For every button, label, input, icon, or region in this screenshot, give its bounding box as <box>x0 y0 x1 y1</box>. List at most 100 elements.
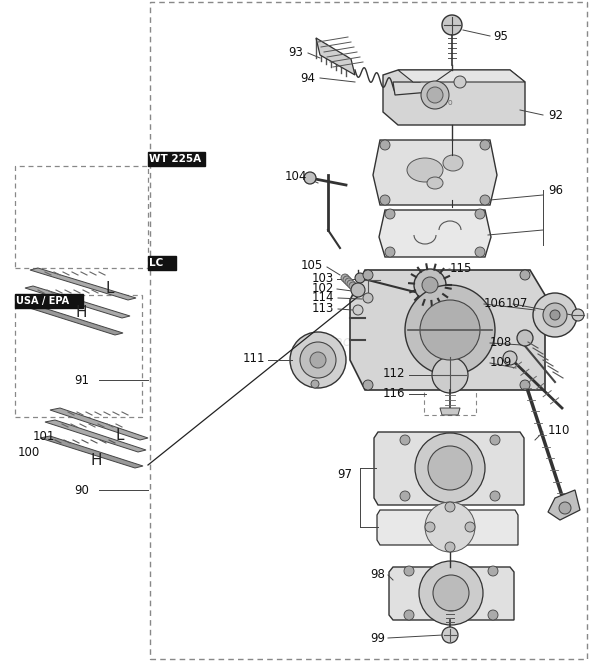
Bar <box>148 152 205 166</box>
Circle shape <box>414 269 446 301</box>
Circle shape <box>385 209 395 219</box>
Bar <box>148 256 176 270</box>
Bar <box>15 166 148 268</box>
Text: 110: 110 <box>548 424 571 436</box>
Text: L: L <box>105 281 113 295</box>
Circle shape <box>488 610 498 620</box>
Circle shape <box>415 433 485 503</box>
Text: 104: 104 <box>285 169 307 183</box>
Circle shape <box>445 542 455 552</box>
Circle shape <box>475 247 485 257</box>
Polygon shape <box>25 286 130 318</box>
Circle shape <box>559 502 571 514</box>
Circle shape <box>400 435 410 445</box>
Circle shape <box>420 300 480 360</box>
Bar <box>424 370 476 415</box>
Text: 101: 101 <box>32 430 55 442</box>
Text: USA / EPA: USA / EPA <box>16 296 69 306</box>
Text: 95: 95 <box>493 30 508 42</box>
Circle shape <box>349 282 357 290</box>
Circle shape <box>363 293 373 303</box>
Circle shape <box>445 502 455 512</box>
Text: 90: 90 <box>74 483 90 496</box>
Text: 106: 106 <box>484 297 506 310</box>
Circle shape <box>421 81 449 109</box>
Circle shape <box>347 280 355 288</box>
Polygon shape <box>350 270 545 390</box>
Circle shape <box>428 446 472 490</box>
Text: 94: 94 <box>300 71 316 85</box>
Circle shape <box>442 627 458 643</box>
Text: WT 225A: WT 225A <box>149 154 201 164</box>
Polygon shape <box>383 70 525 125</box>
Circle shape <box>310 352 326 368</box>
Text: 92: 92 <box>548 109 563 122</box>
Circle shape <box>442 15 462 35</box>
Circle shape <box>380 195 390 205</box>
Circle shape <box>400 491 410 501</box>
Polygon shape <box>393 75 440 95</box>
Polygon shape <box>373 140 497 205</box>
Text: 108: 108 <box>490 336 512 348</box>
Text: 102: 102 <box>312 281 334 295</box>
Polygon shape <box>374 432 524 505</box>
Ellipse shape <box>407 158 443 182</box>
Circle shape <box>300 342 336 378</box>
Circle shape <box>351 283 365 297</box>
Circle shape <box>363 380 373 390</box>
Text: 112: 112 <box>382 367 405 379</box>
Circle shape <box>543 303 567 327</box>
Circle shape <box>343 276 351 284</box>
Circle shape <box>432 357 468 393</box>
Circle shape <box>380 140 390 150</box>
Text: 114: 114 <box>312 291 334 303</box>
Circle shape <box>490 491 500 501</box>
Polygon shape <box>398 70 525 82</box>
Circle shape <box>404 610 414 620</box>
Circle shape <box>475 209 485 219</box>
Circle shape <box>480 140 490 150</box>
Circle shape <box>488 566 498 576</box>
Polygon shape <box>377 510 518 545</box>
Circle shape <box>425 522 435 532</box>
Text: 93: 93 <box>289 46 303 58</box>
Circle shape <box>572 309 584 321</box>
Bar <box>150 2 587 659</box>
Text: 98: 98 <box>370 569 385 581</box>
Circle shape <box>353 305 363 315</box>
Text: 103: 103 <box>312 271 334 285</box>
Polygon shape <box>30 268 136 300</box>
Circle shape <box>465 522 475 532</box>
Circle shape <box>427 87 443 103</box>
Circle shape <box>550 310 560 320</box>
Circle shape <box>404 566 414 576</box>
Polygon shape <box>316 38 355 75</box>
Text: 91: 91 <box>74 373 90 387</box>
Circle shape <box>517 330 533 346</box>
Polygon shape <box>50 408 148 440</box>
Circle shape <box>355 273 365 283</box>
Text: 105: 105 <box>301 258 323 271</box>
Circle shape <box>419 561 483 625</box>
Circle shape <box>422 277 438 293</box>
Circle shape <box>433 575 469 611</box>
Text: 100: 100 <box>18 446 40 459</box>
Circle shape <box>290 332 346 388</box>
Circle shape <box>363 270 373 280</box>
Text: 109: 109 <box>490 355 512 369</box>
Circle shape <box>425 502 475 552</box>
Polygon shape <box>379 210 491 257</box>
Polygon shape <box>45 420 146 452</box>
Circle shape <box>341 274 349 282</box>
Circle shape <box>454 76 466 88</box>
Text: LC: LC <box>149 258 163 268</box>
Circle shape <box>405 285 495 375</box>
Text: 99: 99 <box>370 632 385 645</box>
Text: 111: 111 <box>242 352 265 365</box>
Bar <box>15 294 83 308</box>
Text: eReplacementParts.com: eReplacementParts.com <box>295 335 465 349</box>
Polygon shape <box>548 490 580 520</box>
Text: 113: 113 <box>312 301 334 314</box>
Circle shape <box>480 195 490 205</box>
Circle shape <box>533 293 577 337</box>
